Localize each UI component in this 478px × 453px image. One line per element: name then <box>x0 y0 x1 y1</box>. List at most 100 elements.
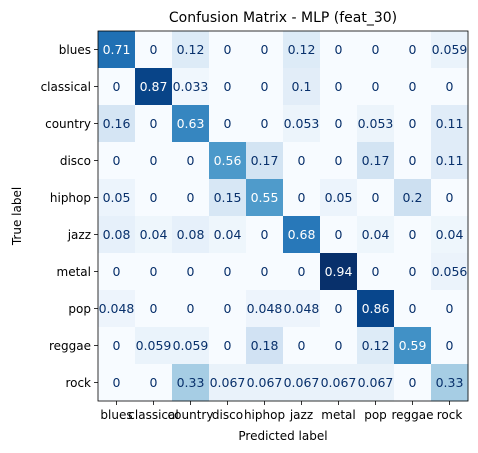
y-tick-label: classical <box>41 80 91 94</box>
cell-value-label: 0.16 <box>103 116 131 131</box>
heatmap-cells <box>98 31 469 402</box>
heatmap-cell <box>98 68 136 106</box>
cell-value-label: 0 <box>150 264 158 279</box>
heatmap-cell <box>320 253 358 291</box>
cell-value-label: 0.05 <box>325 190 353 205</box>
heatmap-cell <box>135 179 173 217</box>
cell-value-label: 0 <box>409 227 417 242</box>
cell-value-label: 0.15 <box>214 190 242 205</box>
cell-value-label: 0.08 <box>103 227 131 242</box>
heatmap-cell <box>209 31 247 69</box>
cell-value-label: 0.59 <box>399 338 427 353</box>
heatmap-cell <box>172 68 210 106</box>
cell-value-label: 0 <box>261 227 269 242</box>
heatmap-cell <box>283 179 321 217</box>
x-axis-label: Predicted label <box>238 429 327 443</box>
cell-value-label: 0.33 <box>436 375 464 390</box>
heatmap-cell <box>135 31 173 69</box>
y-tick-label: jazz <box>67 228 91 242</box>
y-tick-label: blues <box>59 43 91 57</box>
heatmap-cell <box>135 105 173 143</box>
cell-value-label: 0.56 <box>214 153 242 168</box>
cell-value-label: 0.11 <box>436 153 464 168</box>
heatmap-cell <box>394 290 432 328</box>
heatmap-cell <box>431 105 469 143</box>
heatmap-cell <box>98 179 136 217</box>
heatmap-cell <box>209 253 247 291</box>
heatmap-cell <box>431 179 469 217</box>
heatmap-cell <box>431 253 469 291</box>
x-tick-label: pop <box>364 408 387 422</box>
cell-value-label: 0.067 <box>358 375 394 390</box>
heatmap-cell <box>98 290 136 328</box>
heatmap-cell <box>172 290 210 328</box>
heatmap-cell <box>357 179 395 217</box>
cell-value-label: 0 <box>409 79 417 94</box>
chart-title: Confusion Matrix - MLP (feat_30) <box>169 10 397 26</box>
heatmap-cell <box>394 179 432 217</box>
heatmap-cell <box>283 290 321 328</box>
cell-value-label: 0.68 <box>288 227 316 242</box>
y-tick-label: rock <box>65 376 91 390</box>
cell-value-label: 0 <box>150 375 158 390</box>
heatmap-cell <box>209 142 247 180</box>
x-tick-label: rock <box>437 408 463 422</box>
heatmap-cell <box>394 327 432 365</box>
heatmap-cell <box>431 364 469 402</box>
x-tick-label: metal <box>321 408 355 422</box>
cell-value-label: 0 <box>113 338 121 353</box>
heatmap-cell <box>357 68 395 106</box>
heatmap-cell <box>246 142 284 180</box>
cell-value-label: 0.04 <box>362 227 390 242</box>
cell-value-label: 0 <box>113 79 121 94</box>
x-tick-label: classical <box>128 408 178 422</box>
heatmap-cell <box>246 68 284 106</box>
heatmap-cell <box>431 31 469 69</box>
cell-value-label: 0 <box>224 79 232 94</box>
cell-value-label: 0 <box>446 79 454 94</box>
cell-value-label: 0.18 <box>251 338 279 353</box>
heatmap-cell <box>98 142 136 180</box>
plot-frame <box>97 30 469 402</box>
x-tick-label: reggae <box>391 408 433 422</box>
cell-value-label: 0 <box>261 264 269 279</box>
heatmap-cell <box>357 290 395 328</box>
x-tick-label: jazz <box>289 408 313 422</box>
cell-value-label: 0 <box>298 338 306 353</box>
cell-value-label: 0.12 <box>288 42 316 57</box>
cell-value-label: 0 <box>446 190 454 205</box>
heatmap-cell <box>135 142 173 180</box>
heatmap-cell <box>320 68 358 106</box>
heatmap-cell <box>246 364 284 402</box>
x-tick-label: hiphop <box>244 408 285 422</box>
y-axis-label: True label <box>10 187 24 246</box>
cell-value-label: 0.059 <box>136 338 172 353</box>
heatmap-cell <box>283 216 321 254</box>
cell-value-label: 0 <box>409 375 417 390</box>
heatmap-cell <box>209 364 247 402</box>
cell-value-label: 0 <box>335 79 343 94</box>
y-tick-label: hiphop <box>50 191 91 205</box>
heatmap-cell <box>209 105 247 143</box>
heatmap-cell <box>172 105 210 143</box>
y-axis-ticks: blues classical country disco hiphop jazz meta… <box>41 43 98 390</box>
heatmap-cell <box>283 364 321 402</box>
heatmap-cell <box>320 216 358 254</box>
cell-value-label: 0.2 <box>403 190 423 205</box>
cell-value-label: 0 <box>335 227 343 242</box>
cell-value-label: 0.033 <box>173 79 209 94</box>
y-tick-label: disco <box>60 154 91 168</box>
heatmap-cell <box>320 364 358 402</box>
heatmap-cell <box>246 179 284 217</box>
heatmap-cell <box>98 364 136 402</box>
cell-value-label: 0 <box>150 301 158 316</box>
y-tick-label: country <box>45 117 91 131</box>
cell-value-label: 0.12 <box>177 42 205 57</box>
cell-value-label: 0 <box>261 116 269 131</box>
cell-value-label: 0.056 <box>432 264 468 279</box>
cell-value-label: 0 <box>372 264 380 279</box>
cell-value-label: 0.067 <box>284 375 320 390</box>
x-tick-label: country <box>168 408 214 422</box>
heatmap-cell <box>172 142 210 180</box>
